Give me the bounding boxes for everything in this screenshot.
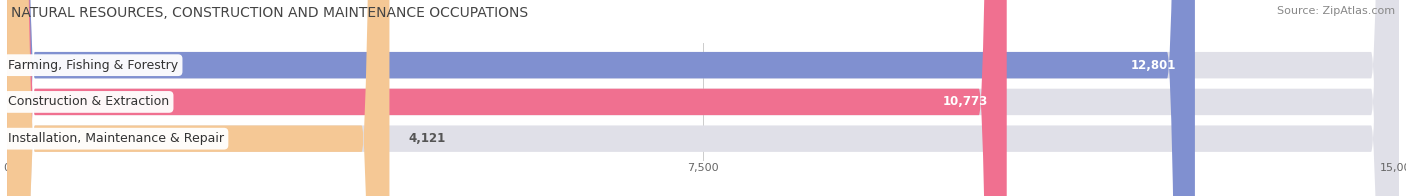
FancyBboxPatch shape [7,0,1195,196]
Text: Farming, Fishing & Forestry: Farming, Fishing & Forestry [8,59,179,72]
FancyBboxPatch shape [7,0,1399,196]
FancyBboxPatch shape [7,0,1399,196]
FancyBboxPatch shape [7,0,1007,196]
Text: 12,801: 12,801 [1130,59,1177,72]
FancyBboxPatch shape [7,0,1399,196]
Text: Construction & Extraction: Construction & Extraction [8,95,169,108]
FancyBboxPatch shape [7,0,389,196]
Text: 10,773: 10,773 [943,95,988,108]
Text: NATURAL RESOURCES, CONSTRUCTION AND MAINTENANCE OCCUPATIONS: NATURAL RESOURCES, CONSTRUCTION AND MAIN… [11,6,529,20]
Text: 4,121: 4,121 [408,132,446,145]
Text: Source: ZipAtlas.com: Source: ZipAtlas.com [1277,6,1395,16]
Text: Installation, Maintenance & Repair: Installation, Maintenance & Repair [8,132,224,145]
